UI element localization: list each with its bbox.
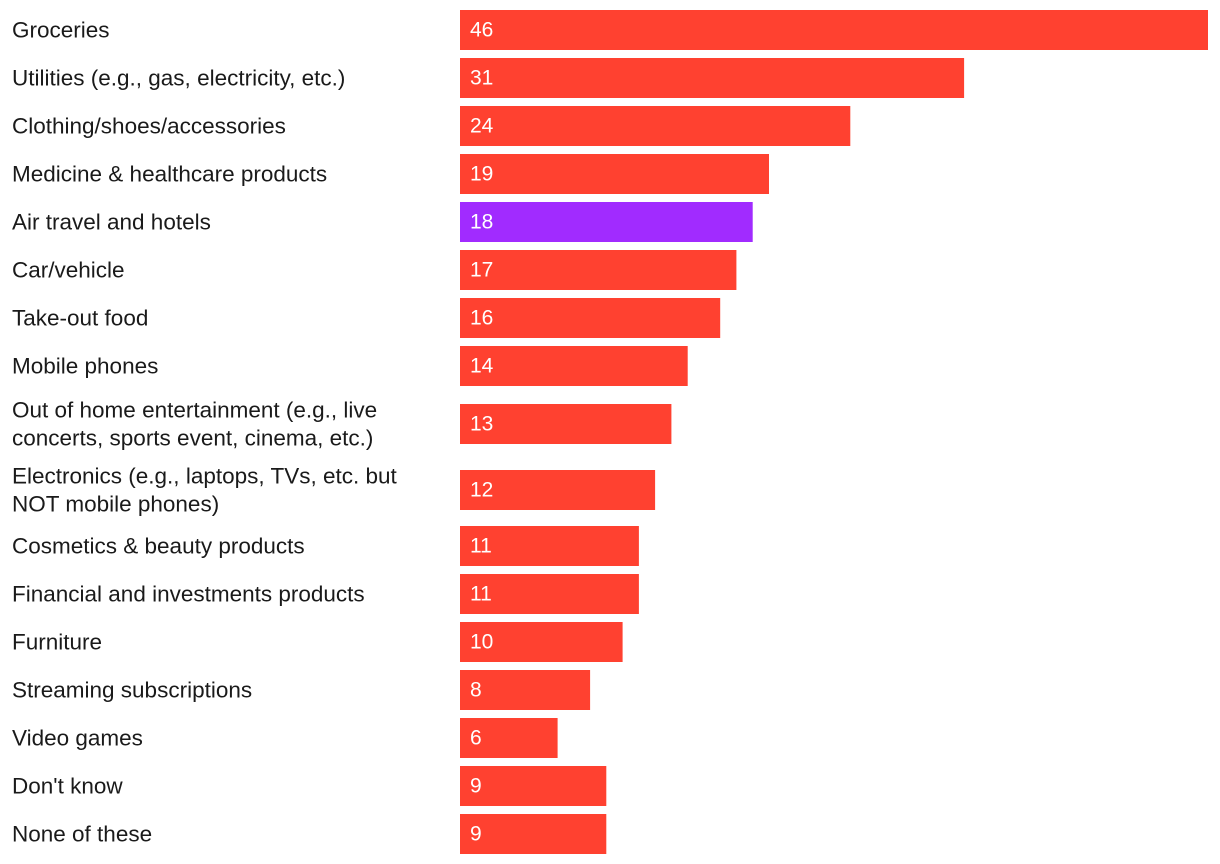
bar-value-label: 31	[470, 67, 493, 90]
category-label: Clothing/shoes/accessories	[12, 114, 286, 139]
bar-value-label: 13	[470, 413, 493, 436]
bar-value-label: 16	[470, 307, 493, 330]
category-label: None of these	[12, 822, 152, 847]
bar-11	[460, 574, 639, 614]
bar-value-label: 18	[470, 211, 493, 234]
category-label: Don't know	[12, 774, 123, 799]
bar-value-label: 6	[470, 727, 482, 750]
bar-value-label: 11	[470, 583, 492, 606]
category-label: Cosmetics & beauty products	[12, 534, 305, 559]
category-label: Car/vehicle	[12, 258, 125, 283]
bar-value-label: 8	[470, 679, 482, 702]
bar-3	[460, 154, 769, 194]
bar-13	[460, 670, 591, 710]
bar-value-label: 19	[470, 163, 493, 186]
category-label: Out of home entertainment (e.g., live	[12, 398, 377, 423]
category-label: Medicine & healthcare products	[12, 162, 327, 187]
bar-10	[460, 526, 639, 566]
bar-2	[460, 106, 851, 146]
category-label: Video games	[12, 726, 143, 751]
bar-9	[460, 470, 656, 510]
category-label: Groceries	[12, 18, 110, 43]
bar-value-label: 46	[470, 19, 493, 42]
bar-value-label: 11	[470, 535, 492, 558]
category-label: Streaming subscriptions	[12, 678, 252, 703]
bar-12	[460, 622, 623, 662]
bar-value-label: 14	[470, 355, 494, 378]
bar-value-label: 10	[470, 631, 493, 654]
bar-value-label: 17	[470, 259, 493, 282]
bar-1	[460, 58, 965, 98]
bar-value-label: 9	[470, 775, 482, 798]
category-label: Take-out food	[12, 306, 148, 331]
bar-5	[460, 250, 737, 290]
category-label: Financial and investments products	[12, 582, 365, 607]
bar-value-label: 12	[470, 479, 493, 502]
category-label: Furniture	[12, 630, 102, 655]
category-label: concerts, sports event, cinema, etc.)	[12, 426, 373, 451]
bar-8	[460, 404, 672, 444]
bar-16	[460, 814, 607, 854]
category-label: Air travel and hotels	[12, 210, 211, 235]
bar-4	[460, 202, 753, 242]
bar-6	[460, 298, 721, 338]
bar-7	[460, 346, 688, 386]
bar-0	[460, 10, 1208, 50]
bar-15	[460, 766, 607, 806]
category-label: Electronics (e.g., laptops, TVs, etc. bu…	[12, 464, 398, 489]
category-label: NOT mobile phones)	[12, 492, 219, 517]
bar-value-label: 24	[470, 115, 494, 138]
category-label: Utilities (e.g., gas, electricity, etc.)	[12, 66, 345, 91]
category-label: Mobile phones	[12, 354, 158, 379]
bar-value-label: 9	[470, 823, 482, 846]
bar-14	[460, 718, 558, 758]
